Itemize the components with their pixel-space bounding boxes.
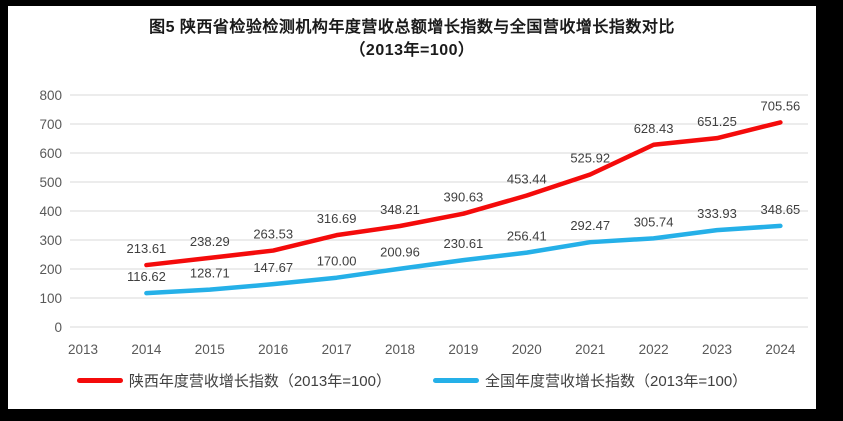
y-axis-tick-label: 0 [54,320,62,335]
data-label-series1: 453.44 [507,172,547,187]
data-label-series2: 333.93 [697,206,737,221]
y-axis-tick-label: 600 [39,146,62,161]
y-axis-tick-label: 400 [39,204,62,219]
x-axis-tick-label: 2021 [575,342,605,357]
data-label-series2: 292.47 [570,218,610,233]
line-chart-plot-area: 0 100 200 300 400 500 600 700 800 2013 2014 2015 201… [39,88,808,357]
x-axis-tick-label: 2014 [131,342,162,357]
data-label-series2: 348.65 [761,202,801,217]
chart-title: 图5 陕西省检验检测机构年度营收总额增长指数与全国营收增长指数对比 （2013年… [8,6,816,62]
chart-title-line2: （2013年=100） [349,42,475,59]
data-label-series1: 213.61 [127,241,167,256]
data-label-series2: 116.62 [127,269,166,284]
x-axis-tick-label: 2016 [258,342,288,357]
data-label-series2: 170.00 [317,254,357,269]
data-label-series1: 628.43 [634,121,674,136]
chart-title-line1: 图5 陕西省检验检测机构年度营收总额增长指数与全国营收增长指数对比 [149,19,675,36]
chart-legend: 陕西年度营收增长指数（2013年=100） 全国年度营收增长指数（2013年=10… [8,370,816,391]
data-label-series2: 305.74 [634,214,674,229]
x-axis-tick-label: 2022 [639,342,669,357]
data-label-series2: 200.96 [380,245,420,260]
x-axis-tick-label: 2013 [68,342,98,357]
y-axis-tick-label: 100 [39,291,62,306]
x-axis-tick-label: 2024 [765,342,796,357]
data-label-series2: 230.61 [444,236,484,251]
series-line-1[interactable] [144,120,783,268]
x-axis-tick-label: 2020 [512,342,542,357]
x-axis-tick-label: 2018 [385,342,415,357]
legend-item-series2[interactable]: 全国年度营收增长指数（2013年=100） [433,370,747,391]
data-label-series1: 316.69 [317,211,357,226]
data-label-series2: 256.41 [507,229,547,244]
data-label-series1: 348.21 [380,202,420,217]
data-label-series1: 651.25 [697,114,737,129]
y-axis-tick-label: 800 [39,88,62,103]
data-label-series1: 390.63 [444,190,484,205]
data-label-series1: 263.53 [253,227,293,242]
x-axis-tick-label: 2017 [322,342,352,357]
y-axis-tick-label: 500 [39,175,62,190]
y-axis-tick-label: 700 [39,117,62,132]
series-line-2[interactable] [144,223,783,296]
chart-canvas: 图5 陕西省检验检测机构年度营收总额增长指数与全国营收增长指数对比 （2013年… [8,6,816,409]
x-axis-tick-label: 2015 [195,342,225,357]
data-label-series1: 525.92 [570,150,610,165]
data-label-series2: 128.71 [190,266,230,281]
legend-line-swatch [433,378,479,383]
y-axis-tick-label: 300 [39,233,62,248]
legend-line-swatch [76,378,123,383]
data-label-series1: 705.56 [761,98,801,113]
legend-label: 全国年度营收增长指数（2013年=100） [485,373,748,390]
legend-item-series1[interactable]: 陕西年度营收增长指数（2013年=100） [76,370,391,391]
data-label-series1: 238.29 [190,234,230,249]
data-label-series2: 147.67 [253,260,293,275]
y-axis-tick-label: 200 [39,262,62,277]
x-axis-tick-label: 2023 [702,342,732,357]
legend-label: 陕西年度营收增长指数（2013年=100） [128,373,391,390]
x-axis-tick-label: 2019 [448,342,478,357]
